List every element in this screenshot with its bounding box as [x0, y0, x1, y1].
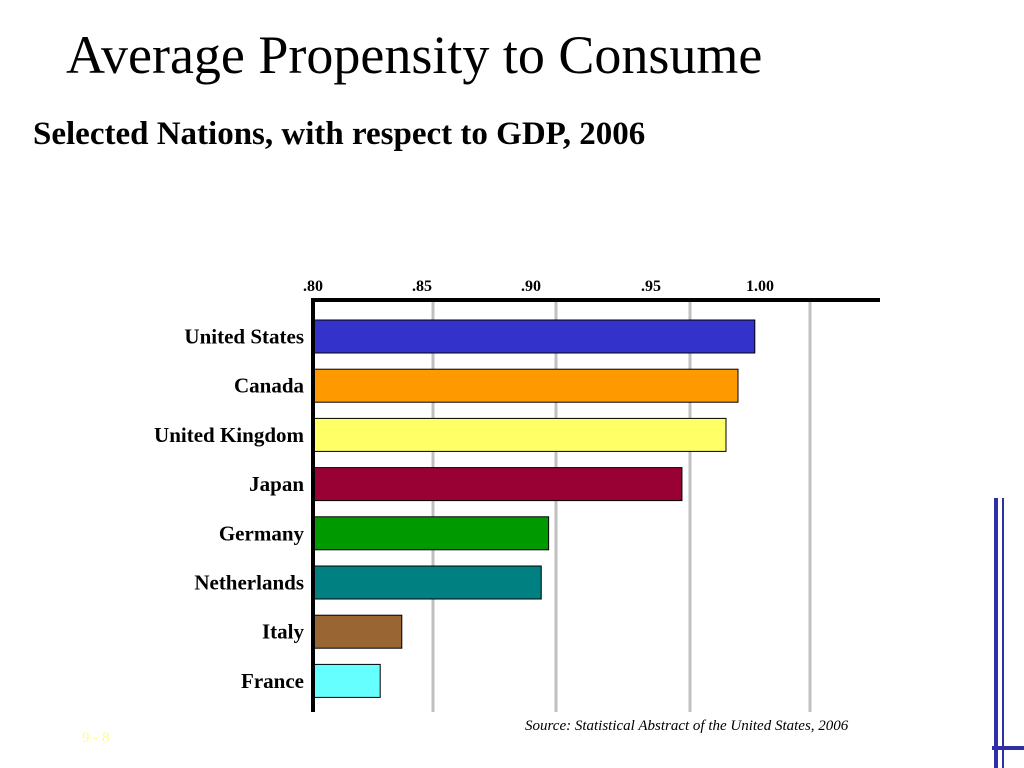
bar: [312, 417, 727, 452]
tick-label: .90: [521, 278, 541, 295]
bar: [312, 516, 550, 551]
bar: [312, 565, 542, 600]
category-label: Canada: [234, 374, 305, 398]
slide-title: Average Propensity to Consume: [66, 25, 763, 85]
category-label: Italy: [262, 620, 305, 644]
bar: [312, 614, 403, 649]
tick-label: 1.00: [746, 278, 774, 295]
category-label: Netherlands: [194, 571, 304, 595]
tick-label: .85: [412, 278, 432, 295]
tick-label: .95: [641, 278, 661, 295]
category-label: Japan: [249, 472, 304, 496]
source-note: Source: Statistical Abstract of the Unit…: [525, 718, 849, 734]
bar: [312, 663, 381, 698]
bar: [312, 467, 683, 502]
slide-subtitle: Selected Nations, with respect to GDP, 2…: [33, 116, 646, 152]
category-label: United States: [184, 325, 304, 349]
frame-horizontal-rule: [992, 746, 1024, 750]
page-number: 9 - 8: [82, 730, 110, 746]
bar: [312, 319, 756, 354]
category-label: France: [241, 669, 304, 693]
frame-vertical-rule: [994, 498, 1004, 768]
category-label: United Kingdom: [154, 423, 304, 447]
category-label: Germany: [219, 521, 305, 545]
bar: [312, 368, 739, 403]
tick-label: .80: [303, 278, 323, 295]
